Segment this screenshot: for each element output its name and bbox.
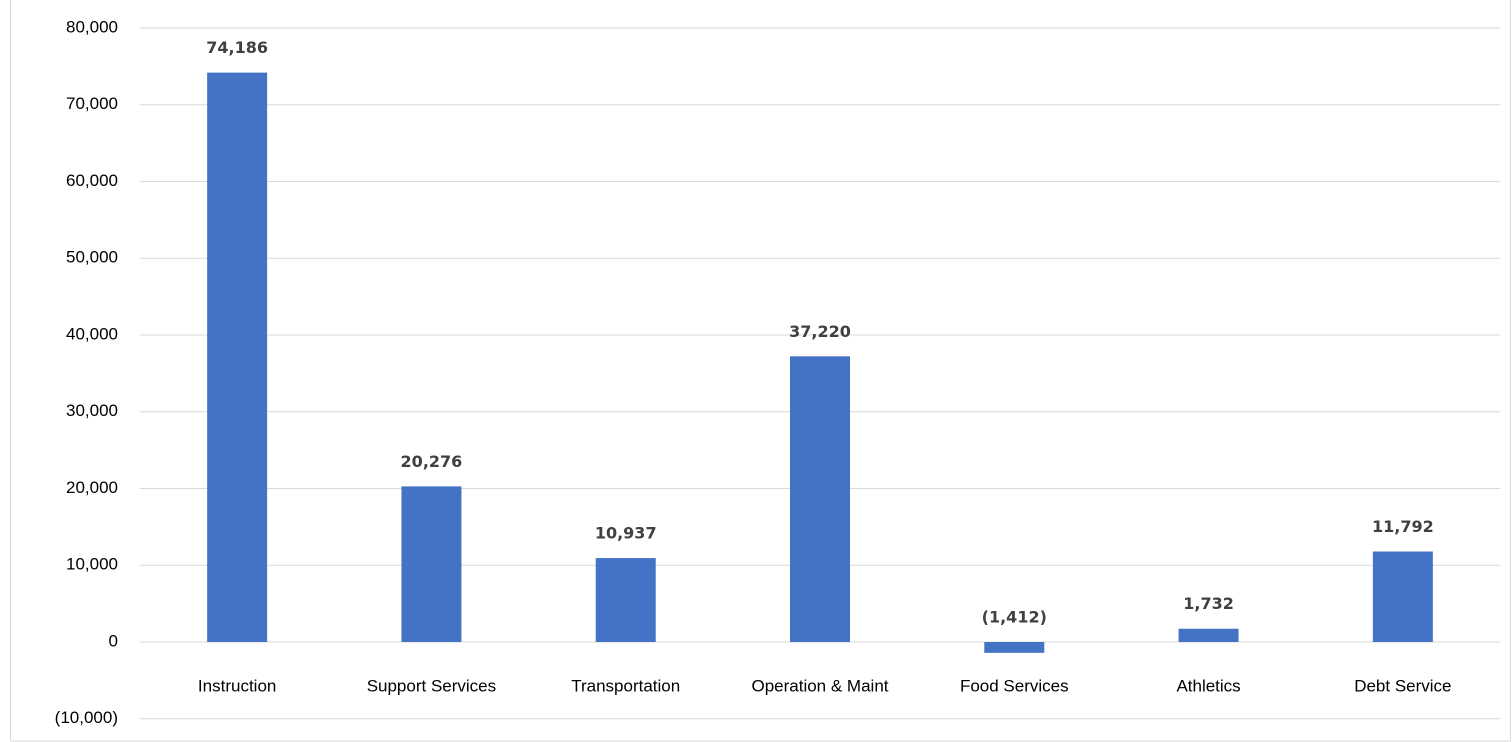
y-tick-label: 0 xyxy=(109,631,118,650)
x-tick-label: Athletics xyxy=(1176,676,1240,695)
value-label: 20,276 xyxy=(401,452,463,471)
bar xyxy=(1178,628,1239,642)
y-tick-label: 20,000 xyxy=(66,478,118,497)
value-label: 1,732 xyxy=(1183,594,1234,613)
y-tick-label: (10,000) xyxy=(55,708,118,727)
x-tick-label: Transportation xyxy=(571,676,680,695)
value-label: (1,412) xyxy=(982,608,1047,627)
y-tick-label: 40,000 xyxy=(66,324,118,343)
y-tick-label: 70,000 xyxy=(66,94,118,113)
bar xyxy=(984,642,1045,653)
x-tick-label: Operation & Maint xyxy=(751,676,888,695)
bar xyxy=(207,72,268,643)
value-label: 11,792 xyxy=(1372,517,1434,536)
y-tick-label: 30,000 xyxy=(66,401,118,420)
x-tick-label: Debt Service xyxy=(1354,676,1451,695)
value-label: 37,220 xyxy=(789,322,851,341)
x-tick-label: Food Services xyxy=(960,676,1069,695)
x-tick-label: Support Services xyxy=(367,676,496,695)
y-tick-label: 60,000 xyxy=(66,171,118,190)
chart-border xyxy=(10,0,1511,742)
bar xyxy=(595,558,656,642)
y-tick-label: 10,000 xyxy=(66,555,118,574)
x-tick-label: Instruction xyxy=(198,676,276,695)
bar xyxy=(790,356,850,642)
y-tick-label: 80,000 xyxy=(66,17,118,36)
y-tick-label: 50,000 xyxy=(66,248,118,267)
value-label: 74,186 xyxy=(206,38,268,57)
bar xyxy=(401,486,462,642)
value-label: 10,937 xyxy=(595,524,657,543)
bar xyxy=(1372,551,1433,642)
